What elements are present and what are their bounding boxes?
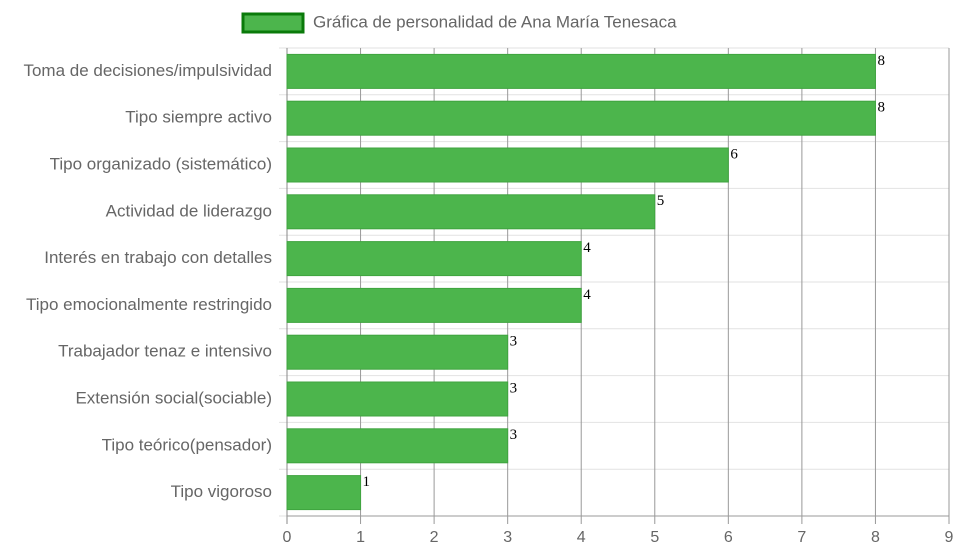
- data-label: 6: [730, 146, 738, 162]
- y-tick-label: Toma de decisiones/impulsividad: [23, 61, 272, 80]
- data-label: 8: [877, 53, 885, 69]
- bar: [286, 428, 509, 464]
- data-label: 3: [510, 427, 517, 443]
- data-label: 8: [877, 100, 885, 116]
- x-tick-label: 3: [503, 529, 512, 546]
- legend-label: Gráfica de personalidad de Ana María Ten…: [313, 12, 677, 31]
- data-label: 3: [510, 334, 517, 350]
- y-tick-label: Actividad de liderazgo: [106, 201, 272, 220]
- bar: [286, 241, 582, 277]
- x-tick-label: 0: [283, 529, 292, 546]
- y-tick-label: Interés en trabajo con detalles: [44, 248, 272, 267]
- bar: [286, 53, 876, 89]
- data-label: 5: [657, 193, 665, 209]
- x-tick-label: 9: [945, 529, 954, 546]
- y-tick-label: Trabajador tenaz e intensivo: [58, 342, 272, 361]
- data-label: 4: [583, 240, 591, 256]
- bar: [286, 287, 582, 323]
- data-label: 3: [510, 380, 517, 396]
- x-tick-label: 8: [871, 529, 880, 546]
- x-tick-label: 4: [577, 529, 586, 546]
- x-tick-label: 7: [797, 529, 806, 546]
- bar: [286, 334, 509, 370]
- x-tick-label: 1: [356, 529, 365, 546]
- bar: [286, 381, 509, 417]
- bar: [286, 475, 362, 511]
- data-label: 1: [363, 474, 371, 490]
- y-tick-label: Tipo emocionalmente restringido: [26, 295, 272, 314]
- legend-swatch: [241, 12, 305, 34]
- bar: [286, 194, 656, 230]
- y-tick-label: Extensión social(sociable): [75, 388, 272, 407]
- y-tick-label: Tipo organizado (sistemático): [50, 154, 272, 173]
- bar: [286, 100, 876, 136]
- y-tick-label: Tipo teórico(pensador): [102, 435, 272, 454]
- bar: [286, 147, 729, 183]
- x-tick-label: 2: [430, 529, 439, 546]
- x-tick-label: 6: [724, 529, 733, 546]
- y-tick-label: Tipo siempre activo: [125, 108, 272, 127]
- x-tick-label: 5: [650, 529, 659, 546]
- y-tick-label: Tipo vigoroso: [171, 482, 272, 501]
- data-label: 4: [583, 287, 591, 303]
